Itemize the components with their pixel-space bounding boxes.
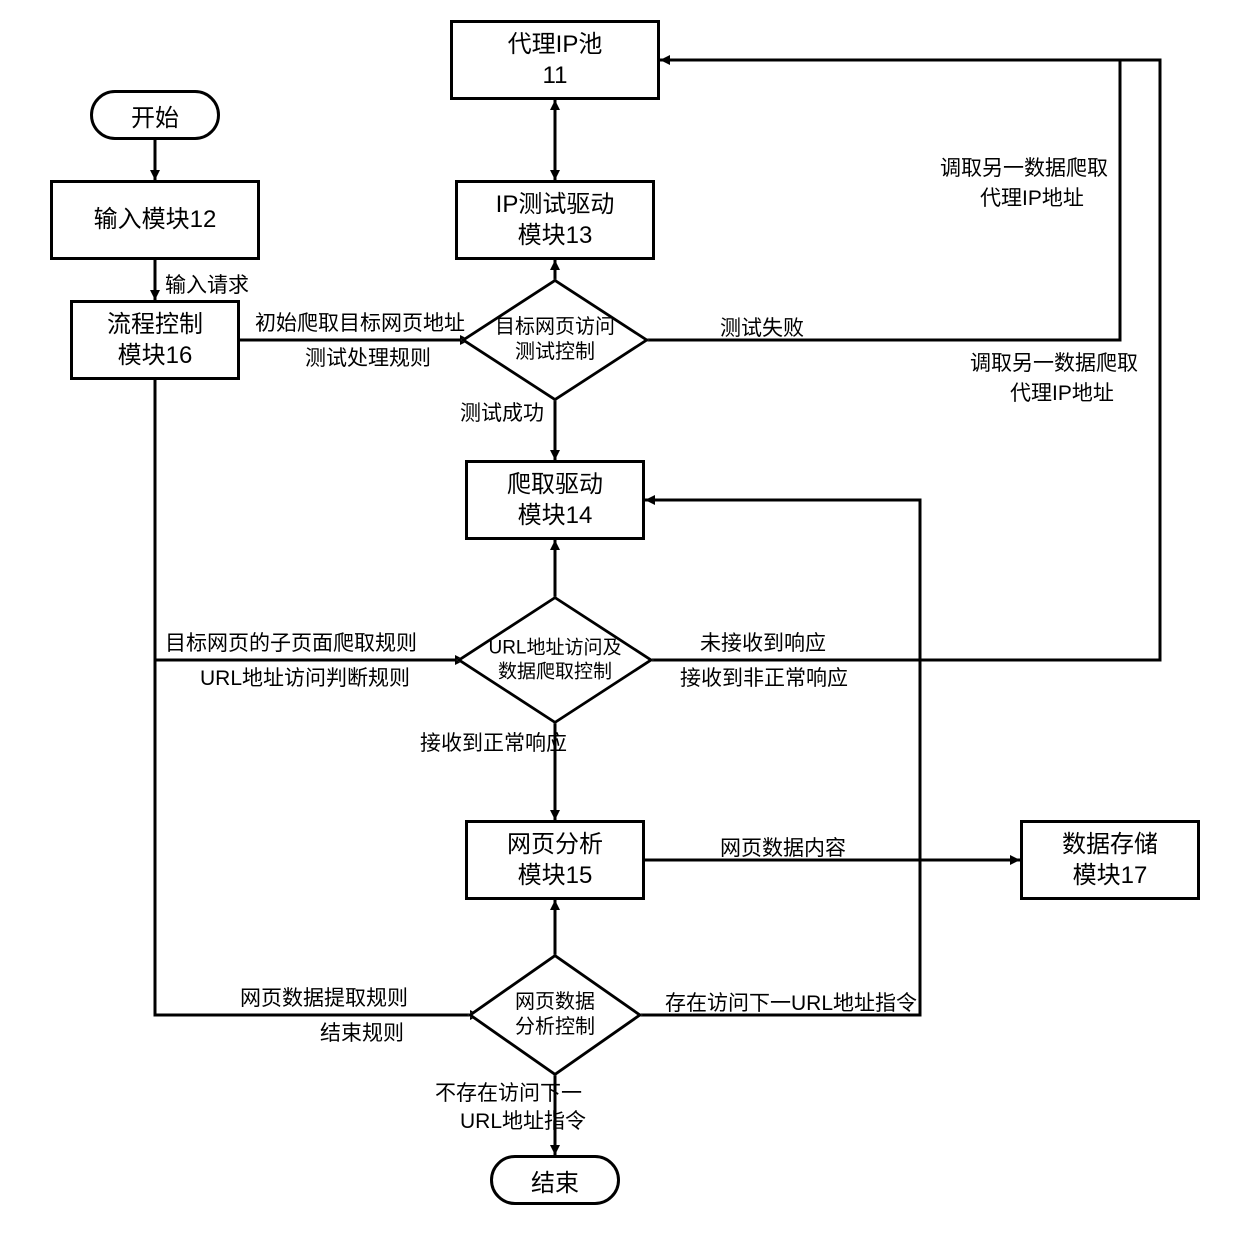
node-data-storage-module-17: 数据存储 模块17 — [1020, 820, 1200, 900]
edge-label-d2-noresp-r2: 代理IP地址 — [1010, 380, 1114, 407]
edge-label-d1-fail: 测试失败 — [720, 315, 804, 342]
edge-label-d2-noresp-a: 未接收到响应 — [700, 630, 826, 657]
edge-label-d1-success: 测试成功 — [460, 400, 544, 427]
node-ippool11-label1: 代理IP池 — [508, 29, 603, 60]
node-d3-label: 网页数据 分析控制 — [515, 990, 595, 1040]
node-end: 结束 — [490, 1155, 620, 1205]
node-start-label: 开始 — [131, 98, 179, 133]
node-ippool11-label2: 11 — [543, 60, 568, 91]
node-start: 开始 — [90, 90, 220, 140]
node-ip-test-driver-module-13: IP测试驱动 模块13 — [455, 180, 655, 260]
edge-label-analyze-store: 网页数据内容 — [720, 835, 846, 862]
edge-label-input-request: 输入请求 — [165, 272, 249, 299]
node-d2-label: URL地址访问及 数据爬取控制 — [488, 636, 621, 684]
node-flow-control-module-16: 流程控制 模块16 — [70, 300, 240, 380]
edge-e_flow_d2 — [155, 380, 465, 660]
node-store17-label2: 模块17 — [1073, 860, 1148, 891]
edge-label-d2-noresp-b: 接收到非正常响应 — [680, 665, 848, 692]
edge-label-flow-d2-b: URL地址访问判断规则 — [200, 665, 410, 692]
node-analyze15-label2: 模块15 — [518, 860, 593, 891]
node-analyze15-label1: 网页分析 — [507, 829, 603, 860]
node-crawl14-label2: 模块14 — [518, 500, 593, 531]
node-store17-label1: 数据存储 — [1062, 829, 1158, 860]
node-crawl-driver-module-14: 爬取驱动 模块14 — [465, 460, 645, 540]
node-crawl14-label1: 爬取驱动 — [507, 469, 603, 500]
edge-label-flow-d3-a: 网页数据提取规则 — [240, 985, 408, 1012]
edge-label-flow-d3-b: 结束规则 — [320, 1020, 404, 1047]
edge-label-flow-d1-b: 测试处理规则 — [305, 345, 431, 372]
node-flow16-label2: 模块16 — [118, 340, 193, 371]
edge-label-d2-ok: 接收到正常响应 — [420, 730, 567, 757]
edge-label-d3-no-a: 不存在访问下一 — [435, 1080, 582, 1107]
edge-e_flow_d3 — [155, 660, 480, 1015]
node-end-label: 结束 — [531, 1163, 579, 1198]
flowchart-canvas: 开始 输入模块12 流程控制 模块16 代理IP池 11 IP测试驱动 模块13… — [0, 0, 1240, 1257]
edge-label-d3-next: 存在访问下一URL地址指令 — [665, 990, 917, 1017]
edge-label-flow-d1-a: 初始爬取目标网页地址 — [255, 310, 465, 337]
node-input-module-12-label: 输入模块12 — [94, 204, 217, 235]
node-iptest13-label2: 模块13 — [518, 220, 593, 251]
edge-label-d1-fail-r2: 代理IP地址 — [980, 185, 1084, 212]
edge-label-flow-d2-a: 目标网页的子页面爬取规则 — [165, 630, 417, 657]
node-flow16-label1: 流程控制 — [107, 309, 203, 340]
edge-label-d2-noresp-r1: 调取另一数据爬取 — [970, 350, 1138, 377]
node-proxy-ip-pool-11: 代理IP池 11 — [450, 20, 660, 100]
node-decision-page-data-analysis: 网页数据 分析控制 — [555, 1015, 556, 1016]
node-page-analysis-module-15: 网页分析 模块15 — [465, 820, 645, 900]
node-input-module-12: 输入模块12 — [50, 180, 260, 260]
edge-e_d3_next — [630, 500, 920, 1015]
node-decision-target-page-test: 目标网页访问 测试控制 — [555, 340, 556, 341]
edge-label-d1-fail-r1: 调取另一数据爬取 — [940, 155, 1108, 182]
node-decision-url-access-crawl: URL地址访问及 数据爬取控制 — [555, 660, 556, 661]
node-d1-label: 目标网页访问 测试控制 — [495, 315, 615, 365]
edge-label-d3-no-b: URL地址指令 — [460, 1108, 586, 1135]
node-iptest13-label1: IP测试驱动 — [496, 189, 615, 220]
